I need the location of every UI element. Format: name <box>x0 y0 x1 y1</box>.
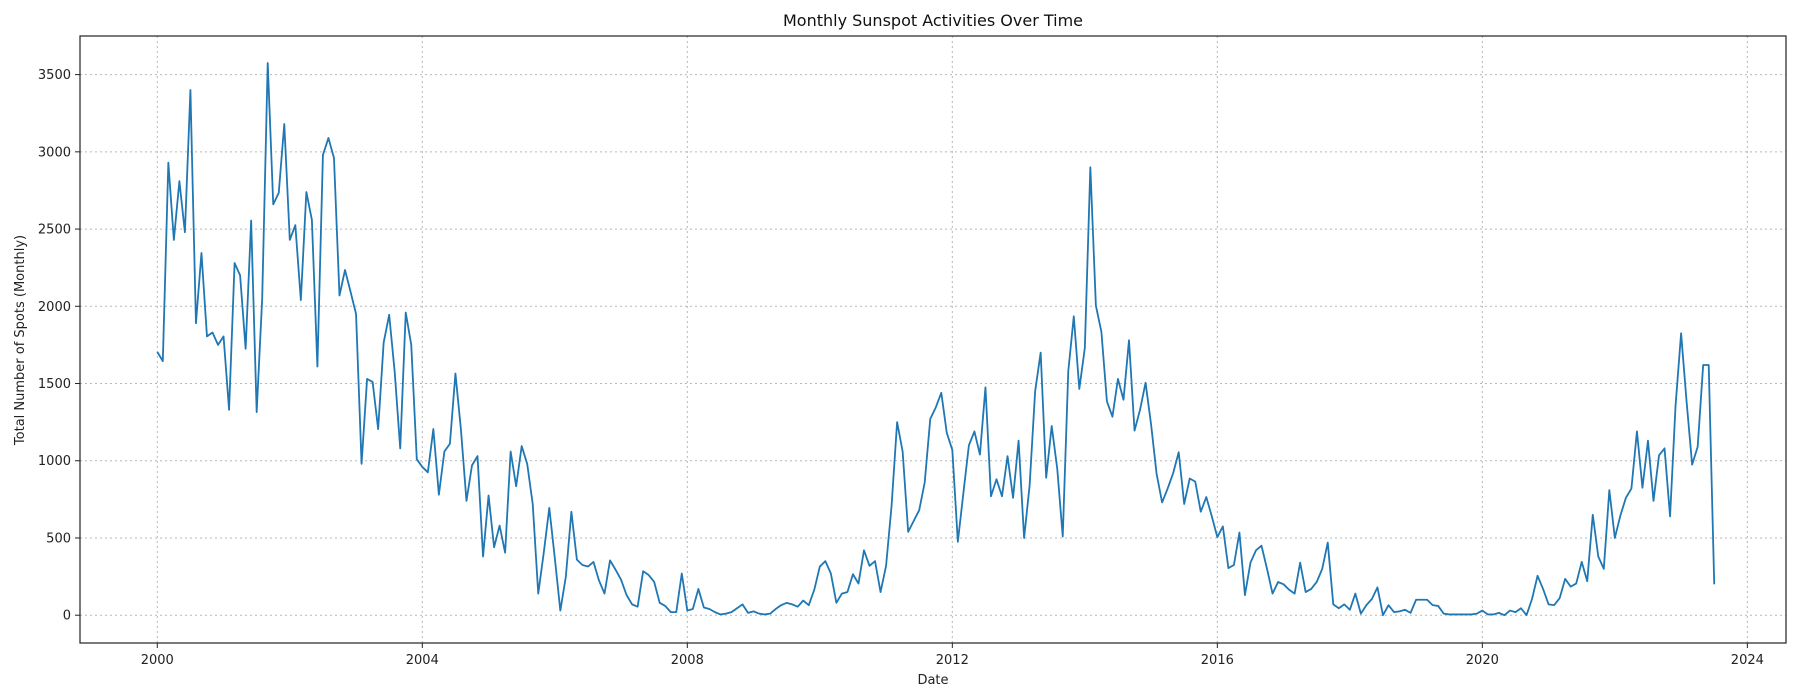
y-tick-label: 2000 <box>38 300 71 315</box>
x-tick-label: 2008 <box>671 653 704 668</box>
plot-frame <box>79 35 1787 644</box>
x-tick-label: 2024 <box>1731 653 1764 668</box>
x-axis-title: Date <box>917 673 948 688</box>
y-tick-label: 2500 <box>38 223 71 238</box>
series-layer <box>156 62 1716 617</box>
y-tick-label: 500 <box>46 531 71 546</box>
axis-ticks: 2000 2004 2008 2012 2016 2020 2024 0 500 1000 1500… <box>38 68 1764 668</box>
y-tick-label: 1500 <box>38 377 71 392</box>
x-tick-label: 2004 <box>406 653 439 668</box>
y-tick-label: 0 <box>63 609 71 624</box>
x-tick-label: 2020 <box>1466 653 1499 668</box>
x-tick-label: 2012 <box>936 653 969 668</box>
y-tick-label: 3000 <box>38 145 71 160</box>
y-tick-label: 3500 <box>38 68 71 83</box>
chart-title: Monthly Sunspot Activities Over Time <box>783 11 1083 30</box>
grid-lines <box>80 36 1786 643</box>
sunspot-series-line <box>156 62 1716 617</box>
x-tick-label: 2000 <box>141 653 174 668</box>
y-tick-label: 1000 <box>38 454 71 469</box>
x-tick-label: 2016 <box>1201 653 1234 668</box>
y-axis-title: Total Number of Spots (Monthly) <box>13 235 28 446</box>
